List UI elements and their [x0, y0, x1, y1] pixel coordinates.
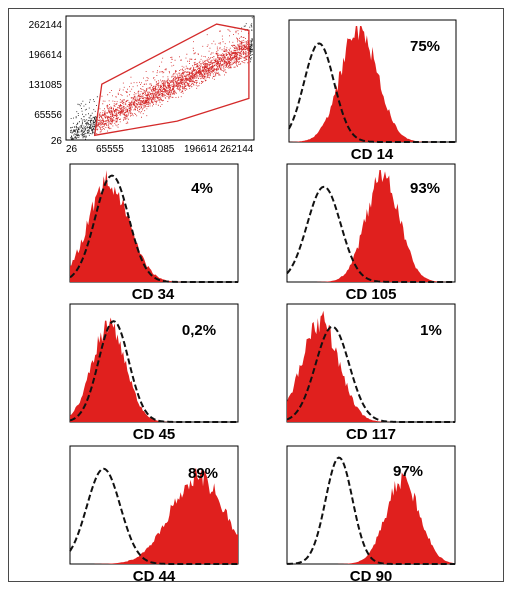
percent-label: 0,2%	[182, 322, 216, 339]
y-tick-label: 196614	[29, 50, 63, 61]
y-tick-label: 131085	[29, 80, 63, 91]
stained-histogram	[287, 310, 455, 422]
x-tick-label: 262144	[220, 144, 254, 155]
histogram-panel-cd117: 1% CD 117	[286, 303, 456, 443]
control-histogram	[286, 185, 455, 283]
scatter-points	[70, 17, 253, 140]
marker-label: CD 45	[133, 426, 176, 443]
control-histogram	[287, 456, 455, 565]
scatter-plot-area	[65, 15, 255, 141]
control-histogram	[286, 325, 455, 423]
control-histogram	[69, 467, 238, 565]
histogram-panel-cd44: 89% CD 44	[69, 445, 239, 585]
percent-label: 93%	[410, 180, 440, 197]
percent-label: 1%	[420, 322, 442, 339]
x-tick-label: 65555	[96, 144, 124, 155]
gate-polygon	[93, 23, 250, 137]
stained-histogram	[287, 170, 455, 282]
marker-label: CD 34	[132, 286, 175, 303]
x-tick-label: 26	[66, 144, 78, 155]
percent-label: 89%	[188, 465, 218, 482]
histogram-panel-cd34: 4% CD 34	[69, 163, 239, 303]
histogram-panel-cd90: 97% CD 90	[286, 445, 456, 585]
x-tick-label: 131085	[141, 144, 175, 155]
histogram-panel-cd14: 75% CD 14	[288, 19, 457, 163]
percent-label: 75%	[410, 38, 440, 55]
stained-histogram	[70, 467, 238, 564]
marker-label: CD 90	[350, 568, 393, 585]
marker-label: CD 14	[351, 146, 394, 163]
stained-histogram	[70, 317, 238, 422]
percent-label: 4%	[191, 180, 213, 197]
y-tick-label: 65556	[34, 110, 62, 121]
scatter-panel: 262144 196614 131085 65556 26 26 65555 1…	[29, 15, 255, 155]
control-histogram	[69, 174, 238, 283]
stained-histogram	[289, 26, 456, 142]
control-histogram	[69, 320, 238, 423]
y-tick-label: 26	[51, 136, 63, 147]
histogram-panel-cd45: 0,2% CD 45	[69, 303, 239, 443]
stained-histogram	[287, 472, 455, 564]
marker-label: CD 44	[133, 568, 176, 585]
marker-label: CD 117	[346, 426, 396, 443]
percent-label: 97%	[393, 463, 423, 480]
histogram-panel-cd105: 93% CD 105	[286, 163, 456, 303]
y-tick-label: 262144	[29, 20, 63, 31]
control-histogram	[288, 42, 456, 143]
x-tick-label: 196614	[184, 144, 218, 155]
gated-events	[96, 29, 250, 134]
stained-histogram	[70, 170, 238, 282]
marker-label: CD 105	[346, 286, 397, 303]
